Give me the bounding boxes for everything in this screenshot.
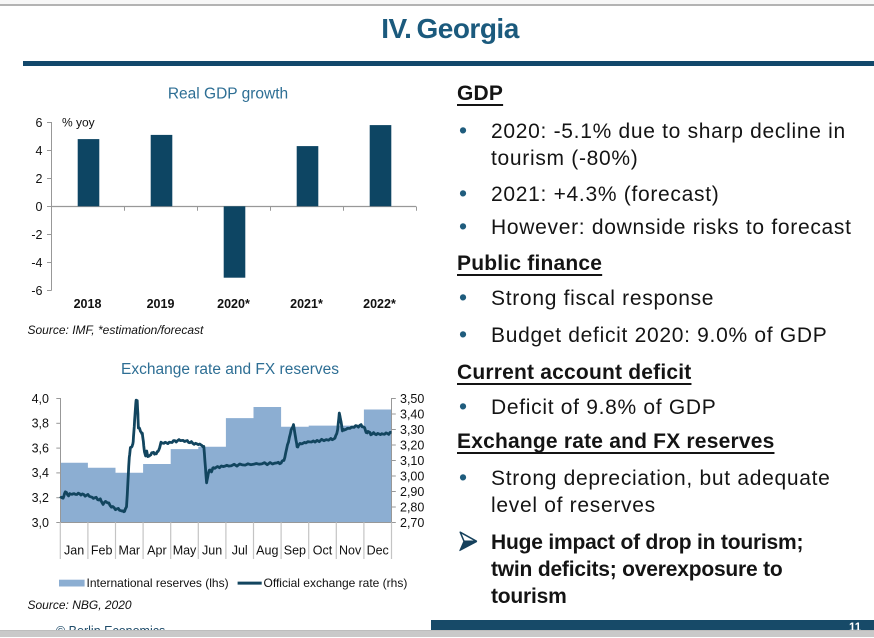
svg-text:Jun: Jun	[202, 544, 222, 558]
svg-text:2,80: 2,80	[400, 500, 424, 514]
svg-text:Jan: Jan	[64, 544, 84, 558]
svg-text:3,20: 3,20	[400, 438, 424, 452]
svg-text:2018: 2018	[74, 297, 102, 311]
svg-text:2,90: 2,90	[400, 485, 424, 499]
svg-text:Real GDP growth: Real GDP growth	[168, 86, 288, 103]
svg-text:3,6: 3,6	[32, 441, 49, 455]
svg-text:% yoy: % yoy	[62, 116, 95, 130]
svg-text:0: 0	[36, 200, 43, 214]
svg-text:4,0: 4,0	[32, 392, 49, 406]
svg-text:4: 4	[36, 144, 43, 158]
svg-text:2022*: 2022*	[363, 297, 396, 311]
svg-text:6: 6	[36, 116, 43, 130]
svg-text:Dec: Dec	[367, 544, 389, 558]
svg-text:3,0: 3,0	[32, 516, 49, 530]
svg-text:Jul: Jul	[232, 544, 248, 558]
svg-text:3,50: 3,50	[400, 392, 424, 406]
svg-text:3,8: 3,8	[32, 417, 49, 431]
svg-text:3,40: 3,40	[400, 407, 424, 421]
svg-text:3,4: 3,4	[32, 466, 49, 480]
svg-text:-6: -6	[31, 284, 42, 298]
svg-text:Mar: Mar	[119, 544, 141, 558]
svg-text:3,00: 3,00	[400, 469, 424, 483]
svg-text:Apr: Apr	[147, 544, 166, 558]
svg-text:2,70: 2,70	[400, 516, 424, 530]
svg-text:Aug: Aug	[256, 544, 278, 558]
svg-text:2020*: 2020*	[217, 297, 250, 311]
svg-text:May: May	[173, 544, 197, 558]
svg-text:Oct: Oct	[313, 544, 333, 558]
svg-text:2019: 2019	[147, 297, 175, 311]
svg-text:Nov: Nov	[339, 544, 362, 558]
svg-text:Feb: Feb	[91, 544, 113, 558]
svg-text:Source: NBG, 2020: Source: NBG, 2020	[28, 598, 132, 612]
svg-text:Source: IMF, *estimation/forec: Source: IMF, *estimation/forecast	[28, 323, 205, 337]
svg-text:-2: -2	[31, 228, 42, 242]
svg-text:3,30: 3,30	[400, 423, 424, 437]
svg-text:Exchange rate and FX reserves: Exchange rate and FX reserves	[121, 361, 339, 378]
svg-text:3,2: 3,2	[32, 491, 49, 505]
svg-text:International reserves (lhs): International reserves (lhs)	[87, 576, 229, 590]
svg-text:-4: -4	[31, 256, 42, 270]
svg-text:Sep: Sep	[284, 544, 306, 558]
svg-text:2: 2	[36, 172, 43, 186]
svg-text:3,10: 3,10	[400, 454, 424, 468]
svg-text:Official exchange rate (rhs): Official exchange rate (rhs)	[264, 576, 408, 590]
svg-text:2021*: 2021*	[290, 297, 323, 311]
